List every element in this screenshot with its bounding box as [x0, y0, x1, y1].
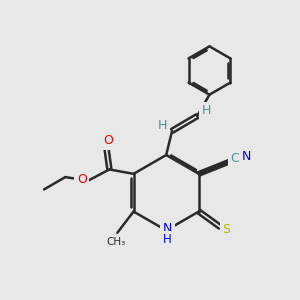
Text: N: N [241, 150, 250, 163]
Text: S: S [223, 223, 230, 236]
Text: O: O [77, 172, 87, 186]
Text: C: C [231, 152, 239, 165]
Text: N: N [163, 221, 172, 235]
Text: O: O [103, 134, 113, 147]
Text: H: H [158, 119, 167, 132]
Text: CH₃: CH₃ [106, 237, 125, 247]
Text: H: H [163, 233, 172, 246]
Text: H: H [202, 104, 211, 117]
